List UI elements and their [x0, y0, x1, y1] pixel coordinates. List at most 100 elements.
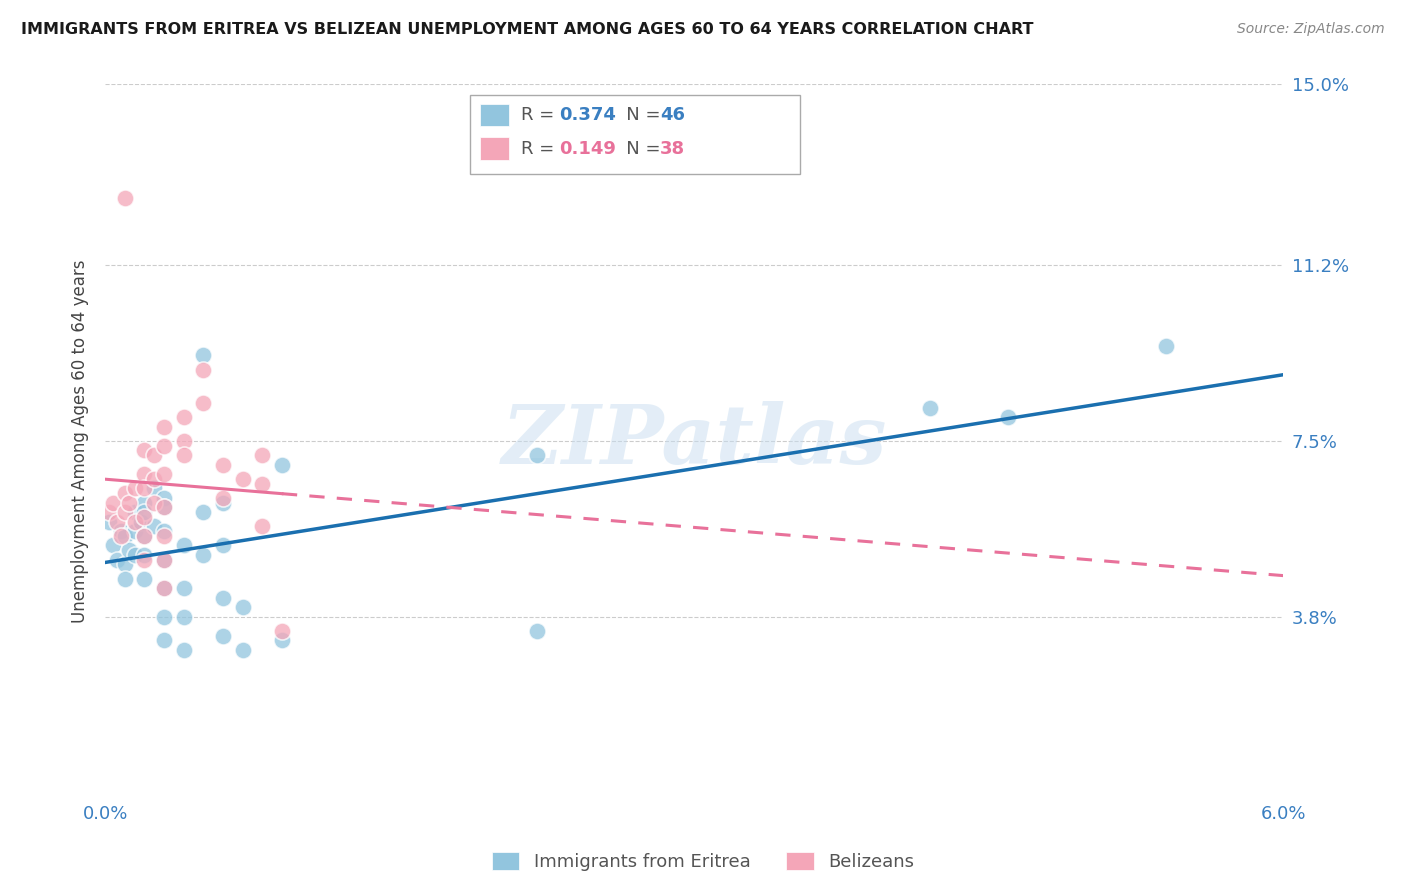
Point — [232, 600, 254, 615]
Point — [98, 505, 121, 519]
Point — [153, 609, 176, 624]
Point — [114, 505, 136, 519]
Point — [134, 572, 156, 586]
Point — [134, 552, 156, 566]
Point — [212, 591, 235, 605]
Point — [153, 438, 176, 452]
Text: 0.374: 0.374 — [558, 106, 616, 124]
Point — [124, 524, 146, 538]
Point — [134, 495, 156, 509]
Point — [173, 643, 195, 657]
FancyBboxPatch shape — [471, 95, 800, 174]
Point — [110, 529, 132, 543]
Point — [118, 495, 141, 509]
Point — [252, 448, 274, 462]
Point — [114, 558, 136, 572]
Text: IMMIGRANTS FROM ERITREA VS BELIZEAN UNEMPLOYMENT AMONG AGES 60 TO 64 YEARS CORRE: IMMIGRANTS FROM ERITREA VS BELIZEAN UNEM… — [21, 22, 1033, 37]
Text: R =: R = — [522, 106, 560, 124]
FancyBboxPatch shape — [479, 103, 509, 127]
Point — [124, 515, 146, 529]
Point — [114, 486, 136, 500]
Point — [110, 524, 132, 538]
Point — [153, 419, 176, 434]
Point — [114, 572, 136, 586]
Point — [252, 476, 274, 491]
Point — [193, 348, 215, 362]
Point — [134, 529, 156, 543]
Point — [173, 581, 195, 595]
Point — [101, 495, 124, 509]
Text: N =: N = — [609, 139, 666, 158]
Point — [118, 543, 141, 558]
Point — [918, 401, 941, 415]
Point — [153, 581, 176, 595]
Text: 38: 38 — [661, 139, 685, 158]
Point — [271, 458, 294, 472]
Point — [153, 500, 176, 515]
Point — [134, 443, 156, 458]
Text: 0.149: 0.149 — [558, 139, 616, 158]
Point — [212, 495, 235, 509]
Point — [193, 362, 215, 376]
Point — [153, 633, 176, 648]
Text: 46: 46 — [661, 106, 685, 124]
Point — [212, 538, 235, 552]
Point — [997, 410, 1019, 425]
Point — [134, 529, 156, 543]
Point — [134, 467, 156, 481]
Point — [124, 481, 146, 495]
Point — [134, 481, 156, 495]
Point — [173, 410, 195, 425]
Point — [153, 552, 176, 566]
Text: Source: ZipAtlas.com: Source: ZipAtlas.com — [1237, 22, 1385, 37]
Point — [105, 515, 128, 529]
Point — [124, 548, 146, 562]
Legend: Immigrants from Eritrea, Belizeans: Immigrants from Eritrea, Belizeans — [485, 845, 921, 879]
Point — [252, 519, 274, 533]
Point — [173, 609, 195, 624]
Point — [143, 519, 166, 533]
Point — [134, 509, 156, 524]
Point — [153, 524, 176, 538]
Point — [271, 624, 294, 638]
Y-axis label: Unemployment Among Ages 60 to 64 years: Unemployment Among Ages 60 to 64 years — [72, 259, 89, 623]
Point — [526, 624, 548, 638]
Point — [143, 495, 166, 509]
Point — [153, 552, 176, 566]
Point — [212, 458, 235, 472]
Point — [212, 491, 235, 505]
Point — [153, 529, 176, 543]
Point — [193, 396, 215, 410]
Point — [143, 481, 166, 495]
Point — [114, 529, 136, 543]
Point — [101, 538, 124, 552]
Point — [153, 467, 176, 481]
Point — [153, 500, 176, 515]
Point — [232, 643, 254, 657]
Point — [193, 505, 215, 519]
Text: R =: R = — [522, 139, 560, 158]
Point — [153, 581, 176, 595]
FancyBboxPatch shape — [479, 137, 509, 160]
Text: ZIPatlas: ZIPatlas — [502, 401, 887, 481]
Point — [124, 505, 146, 519]
Text: N =: N = — [609, 106, 666, 124]
Point — [271, 633, 294, 648]
Point — [143, 472, 166, 486]
Point — [134, 505, 156, 519]
Point — [232, 472, 254, 486]
Point — [114, 192, 136, 206]
Point — [173, 448, 195, 462]
Point — [526, 448, 548, 462]
Point — [153, 491, 176, 505]
Point — [98, 515, 121, 529]
Point — [173, 434, 195, 448]
Point — [1154, 339, 1177, 353]
Point — [173, 538, 195, 552]
Point — [212, 629, 235, 643]
Point — [105, 552, 128, 566]
Point — [143, 448, 166, 462]
Point — [193, 548, 215, 562]
Point — [134, 548, 156, 562]
Point — [129, 515, 152, 529]
